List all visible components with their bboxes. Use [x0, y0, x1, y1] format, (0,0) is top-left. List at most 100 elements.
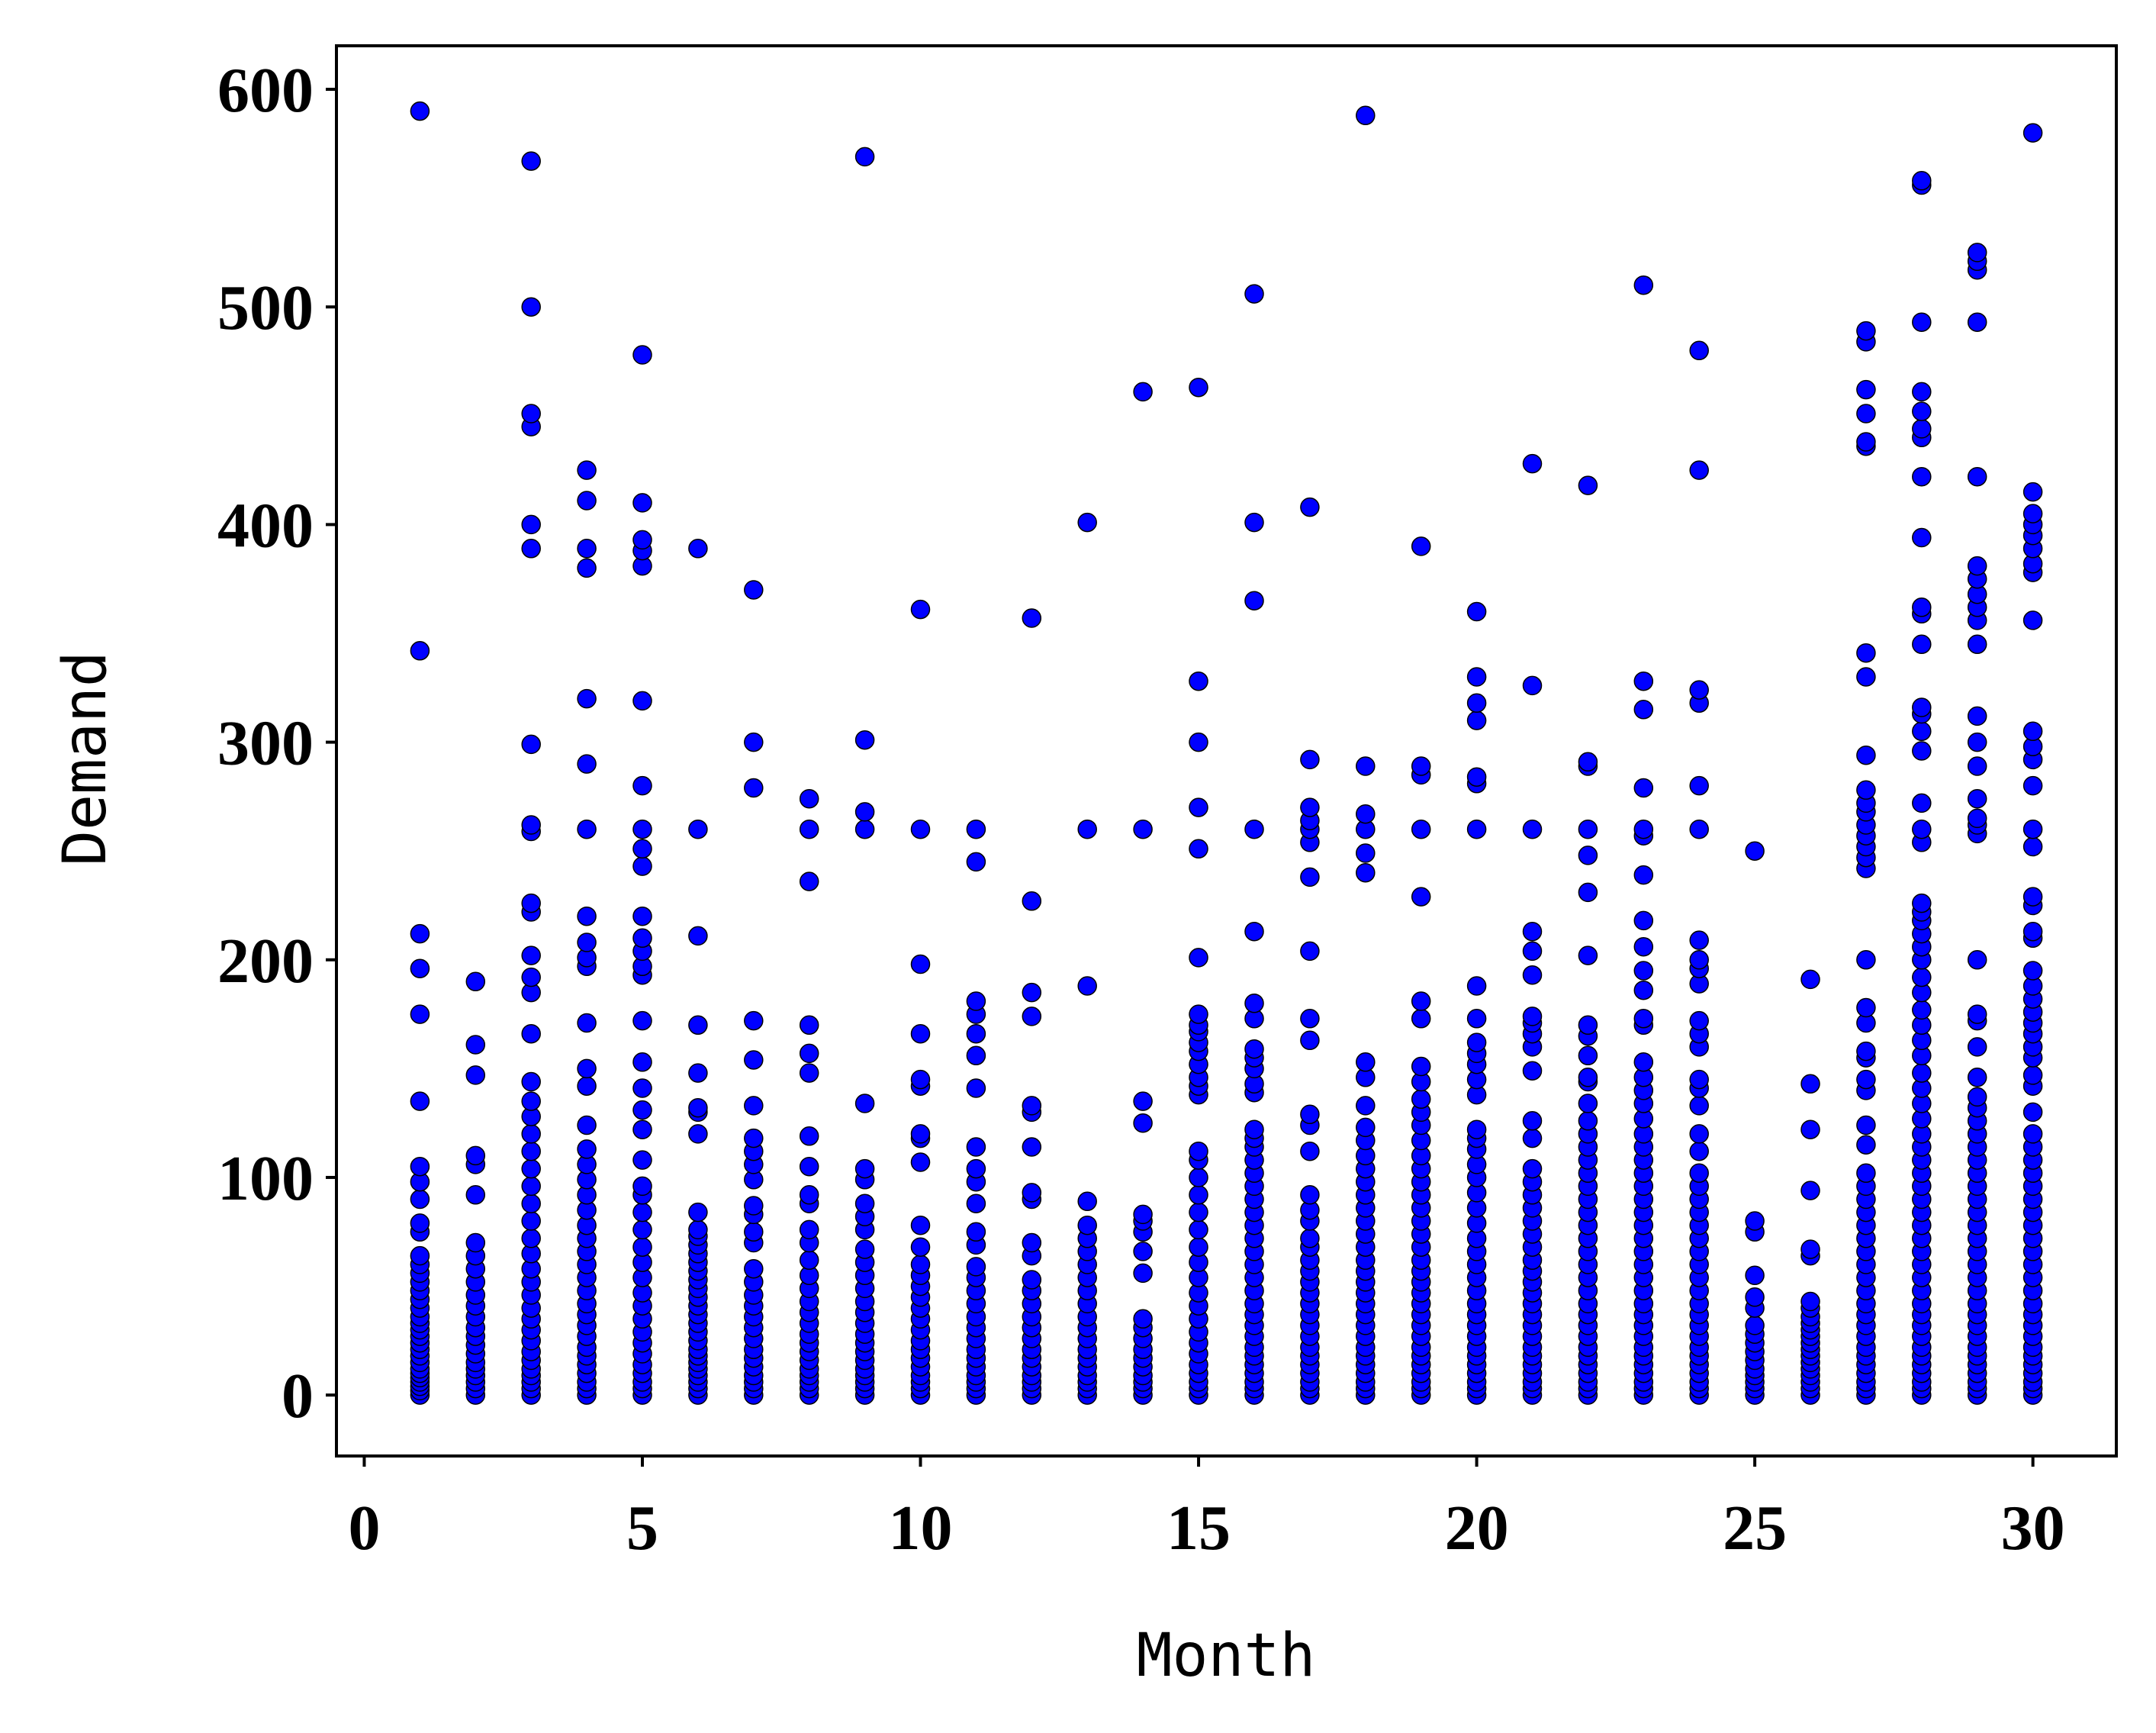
data-point: [632, 906, 652, 926]
data-point: [1522, 1007, 1543, 1026]
data-point: [1189, 1168, 1208, 1187]
x-tick-label: 10: [889, 1493, 953, 1564]
data-point: [632, 819, 652, 839]
data-point: [1411, 819, 1431, 839]
data-point: [1189, 1141, 1208, 1161]
data-point: [521, 1141, 541, 1161]
data-point: [1411, 1009, 1431, 1029]
data-point: [1189, 1219, 1208, 1240]
data-point: [2022, 887, 2043, 907]
data-point: [744, 1128, 764, 1148]
data-point: [966, 819, 986, 839]
data-point: [1133, 382, 1153, 402]
data-point: [1300, 749, 1320, 770]
data-point: [1967, 706, 1987, 726]
data-point: [465, 1185, 486, 1205]
data-point: [1856, 745, 1876, 765]
data-point: [910, 1124, 931, 1144]
y-tick-label: 300: [217, 708, 314, 779]
data-point: [1189, 839, 1208, 859]
data-point: [577, 1115, 597, 1135]
data-point: [2022, 610, 2043, 630]
data-point: [1912, 741, 1932, 761]
data-point: [577, 460, 597, 480]
data-point: [521, 1193, 541, 1213]
data-point: [577, 933, 597, 952]
data-point: [1800, 1074, 1820, 1094]
y-tick-label: 0: [282, 1361, 314, 1432]
data-point: [1411, 887, 1431, 907]
data-point: [1411, 1056, 1431, 1077]
data-point: [632, 691, 652, 711]
data-point: [1745, 1265, 1765, 1286]
data-point: [1967, 788, 1987, 809]
data-point: [966, 1193, 986, 1213]
data-point: [1800, 969, 1820, 990]
data-point: [799, 819, 819, 839]
data-point: [1912, 1000, 1932, 1020]
x-tick-label: 30: [2001, 1493, 2065, 1564]
data-point: [1912, 634, 1932, 655]
data-point: [2022, 836, 2043, 857]
data-point: [1244, 591, 1264, 610]
data-point: [1522, 453, 1543, 474]
data-point: [1356, 843, 1376, 863]
data-point: [1466, 667, 1487, 687]
data-point: [1578, 945, 1598, 965]
data-point: [854, 802, 875, 822]
data-point: [1800, 1181, 1820, 1200]
data-point: [1133, 1113, 1153, 1133]
data-point: [1411, 991, 1431, 1011]
data-point: [1633, 700, 1654, 720]
data-point: [521, 297, 541, 317]
data-point: [1244, 512, 1264, 533]
data-point: [465, 1232, 486, 1253]
data-point: [1912, 401, 1932, 421]
data-point: [1689, 340, 1709, 361]
data-point: [1912, 419, 1932, 439]
data-point: [688, 1097, 708, 1118]
data-point: [521, 967, 541, 987]
data-point: [1077, 1191, 1097, 1212]
data-point: [1578, 846, 1598, 865]
x-tick-label: 20: [1445, 1493, 1509, 1564]
data-point: [632, 1052, 652, 1072]
x-axis: 0 5 10 15 20 25 30: [348, 1456, 2065, 1564]
data-point: [521, 514, 541, 535]
data-point: [854, 819, 875, 839]
data-point: [1912, 967, 1932, 987]
data-point: [1689, 1010, 1709, 1031]
data-point: [577, 754, 597, 774]
data-point: [521, 404, 541, 424]
data-point: [1522, 819, 1543, 839]
data-point: [1244, 1119, 1264, 1139]
data-point: [1856, 950, 1876, 970]
data-point: [799, 1043, 819, 1064]
data-point: [688, 926, 708, 946]
points-layer: [410, 101, 2043, 1405]
data-point: [632, 1078, 652, 1098]
data-point: [1912, 171, 1932, 191]
data-point: [1077, 819, 1097, 839]
data-point: [1022, 608, 1042, 628]
data-point: [632, 493, 652, 513]
data-point: [521, 1071, 541, 1092]
data-point: [1300, 497, 1320, 517]
data-point: [1189, 377, 1208, 398]
data-point: [1466, 601, 1487, 622]
data-point: [799, 1219, 819, 1240]
data-point: [1912, 793, 1932, 813]
data-point: [1745, 841, 1765, 861]
data-point: [1300, 1185, 1320, 1205]
data-point: [910, 1237, 931, 1257]
data-point: [1689, 950, 1709, 970]
data-point: [744, 1222, 764, 1242]
data-point: [1244, 284, 1264, 304]
data-point: [410, 1245, 430, 1266]
data-point: [410, 101, 430, 121]
data-point: [410, 1213, 430, 1233]
data-point: [1856, 1135, 1876, 1155]
data-point: [521, 1211, 541, 1231]
